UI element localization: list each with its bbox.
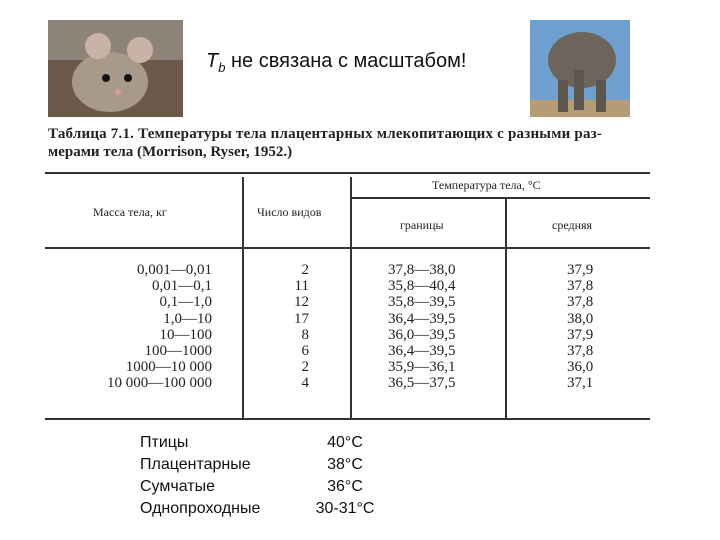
table-rule xyxy=(45,172,650,174)
count-cell: 2 xyxy=(301,359,310,376)
mouse-photo xyxy=(48,20,183,117)
column-header: Число видов xyxy=(257,205,322,219)
count-cell: 17 xyxy=(294,310,309,327)
column-header: Температура тела, °С xyxy=(432,178,541,192)
table-caption-line: Таблица 7.1. Температуры тела плацентарн… xyxy=(48,126,603,142)
mean-cell: 37,9 xyxy=(567,326,594,343)
title-subscript: b xyxy=(218,60,226,75)
title-text: не связана с масштабом! xyxy=(231,50,467,72)
mass-cell: 0,01—0,1 xyxy=(152,278,212,295)
count-cell: 4 xyxy=(301,375,310,392)
range-cell: 35,8—39,5 xyxy=(388,294,456,311)
mass-cell: 1000—10 000 xyxy=(125,359,212,376)
mean-cell: 36,0 xyxy=(567,359,594,376)
elephant-photo xyxy=(530,20,630,117)
group-temperature: 38°С xyxy=(327,456,363,473)
table-rule xyxy=(350,197,650,199)
range-cell: 36,5—37,5 xyxy=(388,375,456,392)
group-temperature: 30-31°С xyxy=(315,500,375,517)
table-rule xyxy=(45,418,650,420)
mass-cell: 10—100 xyxy=(159,326,213,343)
range-cell: 36,4—39,5 xyxy=(388,310,456,327)
mean-cell: 37,1 xyxy=(567,375,594,392)
range-cell: 35,8—40,4 xyxy=(388,278,456,295)
count-cell: 11 xyxy=(294,278,309,295)
table-rule xyxy=(350,177,352,418)
column-header: Масса тела, кг xyxy=(93,205,167,219)
column-header: средняя xyxy=(552,218,593,232)
table-rule xyxy=(505,197,507,418)
title-symbol: T xyxy=(206,50,219,72)
range-cell: 36,0—39,5 xyxy=(388,326,456,343)
count-cell: 8 xyxy=(301,326,310,343)
mass-cell: 100—1000 xyxy=(144,343,213,359)
mean-cell: 38,0 xyxy=(567,310,594,327)
group-name: Плацентарные xyxy=(140,456,251,473)
mean-cell: 37,9 xyxy=(567,262,594,278)
group-name: Птицы xyxy=(140,434,189,451)
count-cell: 2 xyxy=(301,262,310,278)
mean-cell: 37,8 xyxy=(567,278,594,295)
mass-cell: 0,001—0,01 xyxy=(137,262,212,278)
column-header: границы xyxy=(400,218,444,232)
mass-cell: 0,1—1,0 xyxy=(159,294,213,311)
table-rule xyxy=(242,177,244,418)
group-temperature: 36°С xyxy=(327,478,363,495)
slide-title: Tb не связана с масштабом! xyxy=(206,50,466,75)
group-name: Сумчатые xyxy=(140,478,215,495)
range-cell: 36,4—39,5 xyxy=(388,343,456,359)
mean-cell: 37,8 xyxy=(567,294,594,311)
table-rule xyxy=(45,247,650,249)
count-cell: 12 xyxy=(294,294,309,311)
range-cell: 37,8—38,0 xyxy=(388,262,456,278)
count-cell: 6 xyxy=(301,343,310,359)
range-cell: 35,9—36,1 xyxy=(388,359,456,376)
group-name: Однопроходные xyxy=(140,500,261,517)
mass-cell: 10 000—100 000 xyxy=(107,375,212,392)
group-temperature: 40°С xyxy=(327,434,363,451)
mean-cell: 37,8 xyxy=(567,343,594,359)
mass-cell: 1,0—10 xyxy=(163,310,212,327)
table-caption-line: мерами тела (Morrison, Ryser, 1952.) xyxy=(48,144,293,160)
